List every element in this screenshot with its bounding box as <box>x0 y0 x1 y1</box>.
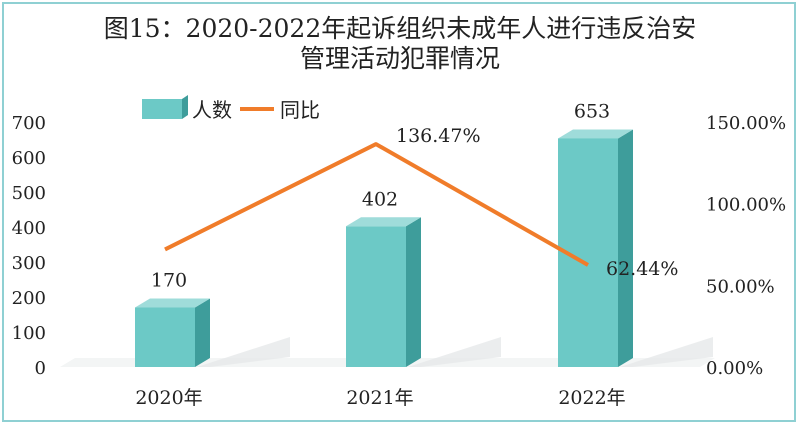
bar-top <box>558 129 633 139</box>
legend-label-line: 同比 <box>280 98 320 122</box>
line-series <box>164 142 589 267</box>
chart-title-line-2: 管理活动犯罪情况 <box>299 44 500 73</box>
bar-data-label: 402 <box>362 188 398 210</box>
bar-shadow <box>620 337 713 367</box>
left-axis-tick-label: 700 <box>12 113 46 134</box>
bar-data-label: 653 <box>574 100 610 122</box>
line-data-label: 62.44% <box>606 258 678 280</box>
right-axis-tick-label: 100.00% <box>706 195 786 216</box>
left-axis-tick-label: 600 <box>12 148 46 169</box>
right-axis-tick-label: 0.00% <box>706 358 763 379</box>
bar-side <box>195 298 210 367</box>
bar-data-label: 170 <box>151 270 187 292</box>
right-axis-tick-label: 50.00% <box>706 276 775 297</box>
bar-top <box>135 298 210 308</box>
bar-side <box>618 129 633 367</box>
bar-top <box>346 217 421 227</box>
left-axis-tick-label: 300 <box>12 253 46 274</box>
bar <box>346 226 406 367</box>
bar <box>135 307 195 367</box>
left-axis-tick-label: 200 <box>12 288 46 309</box>
left-axis-tick-label: 400 <box>12 218 46 239</box>
line-data-label: 136.47% <box>396 125 481 147</box>
legend-bar-swatch-side <box>182 95 188 119</box>
x-axis-category-label: 2021年 <box>346 387 413 409</box>
legend-label-bar: 人数 <box>192 98 232 122</box>
x-axis-category-label: 2022年 <box>558 387 625 409</box>
right-axis-tick-label: 150.00% <box>706 113 786 134</box>
left-axis-tick-label: 500 <box>12 183 46 204</box>
left-axis-tick-label: 100 <box>12 323 46 344</box>
left-axis-tick-label: 0 <box>35 358 46 379</box>
bar-shadow <box>408 337 501 367</box>
legend-bar-swatch <box>142 99 182 119</box>
bar-side <box>406 217 421 367</box>
x-axis-category-label: 2020年 <box>135 387 202 409</box>
bar-shadow <box>197 337 290 367</box>
chart-title-line-1: 图15：2020-2022年起诉组织未成年人进行违反治安 <box>103 14 697 43</box>
